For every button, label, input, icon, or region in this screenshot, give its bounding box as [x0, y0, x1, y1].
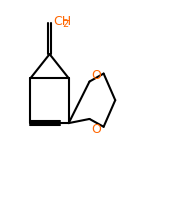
Text: 2: 2 [62, 18, 68, 28]
Text: O: O [91, 69, 101, 81]
Text: CH: CH [54, 15, 72, 28]
Text: O: O [91, 123, 101, 136]
